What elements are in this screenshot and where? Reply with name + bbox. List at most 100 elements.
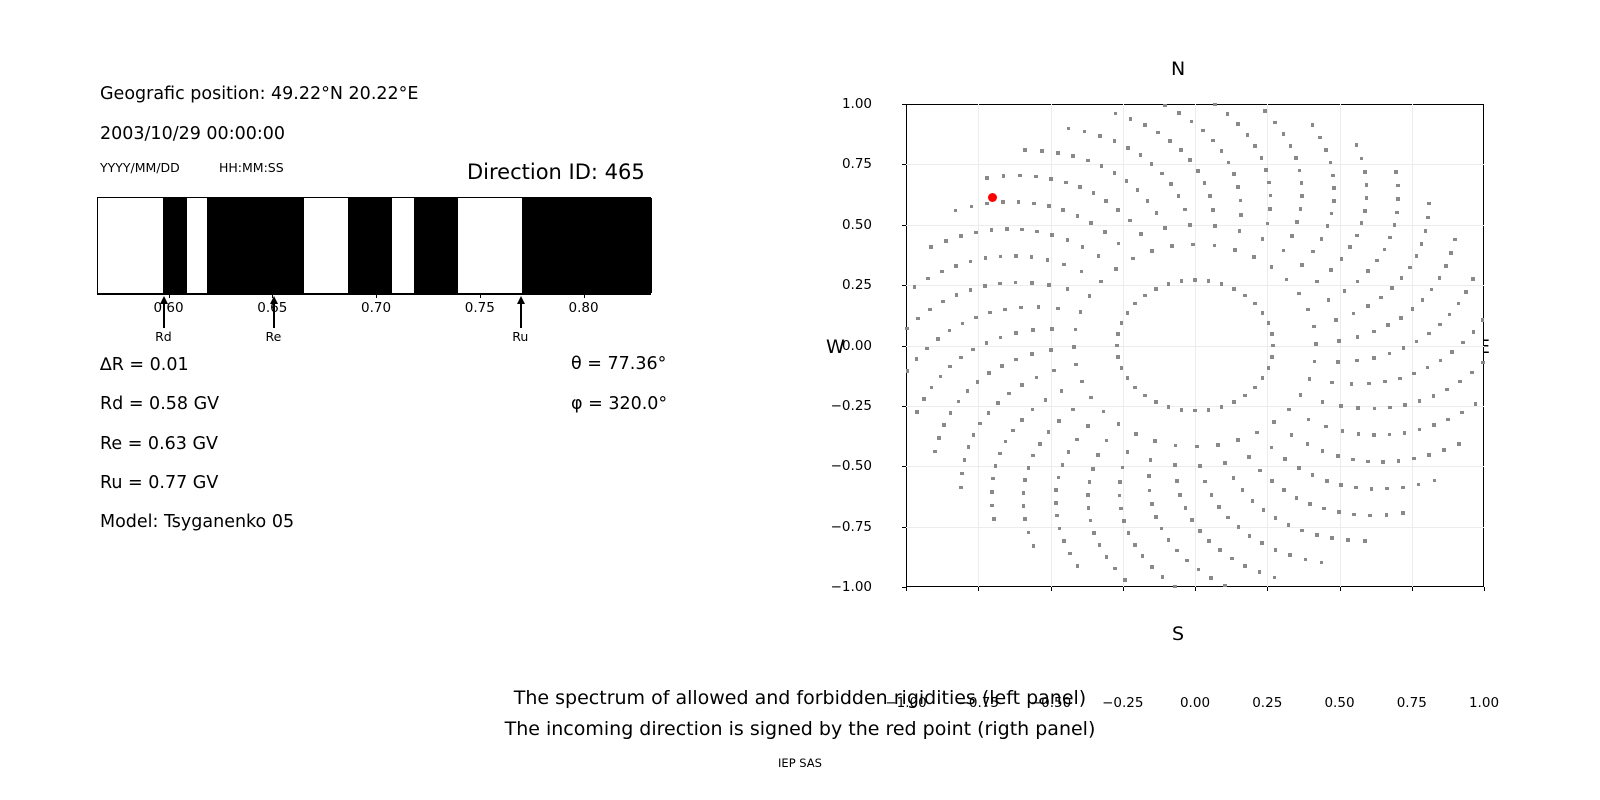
direction-dot (1359, 156, 1364, 161)
direction-dot (1032, 201, 1036, 206)
direction-dot (1305, 442, 1310, 446)
direction-dot (1190, 518, 1194, 522)
direction-dot (1386, 323, 1390, 328)
y-axis-tick-label: −0.50 (830, 458, 872, 475)
direction-dot (1452, 237, 1457, 242)
direction-dot (1000, 363, 1004, 368)
direction-dot (1263, 109, 1267, 113)
direction-dot (1050, 233, 1055, 237)
y-axis-tick (902, 285, 906, 287)
direction-dot (1236, 185, 1241, 189)
direction-dot (1194, 444, 1199, 449)
direction-dot (1082, 129, 1087, 134)
direction-dot (1207, 539, 1212, 543)
x-axis-tick-label: −0.50 (1029, 695, 1072, 711)
direction-dot (1133, 301, 1138, 306)
direction-dot (904, 326, 909, 331)
direction-dot (1295, 220, 1300, 224)
direction-dot (1293, 156, 1298, 160)
direction-dot (1113, 111, 1118, 116)
direction-dot (1115, 343, 1119, 348)
direction-dot (1212, 243, 1217, 248)
direction-dot (1047, 283, 1051, 287)
direction-dot (1258, 468, 1263, 473)
direction-dot (1320, 400, 1325, 404)
direction-dot (998, 281, 1002, 286)
direction-dot (959, 234, 963, 238)
marker-label: Ru (512, 329, 529, 344)
direction-dot (1339, 482, 1344, 487)
direction-dot (1324, 478, 1329, 483)
direction-dot (975, 379, 980, 384)
y-axis-tick (902, 466, 906, 468)
direction-dot (1314, 533, 1319, 537)
direction-dot (1098, 134, 1102, 138)
direction-dot (1206, 407, 1211, 412)
x-axis-tick (1050, 587, 1052, 591)
direction-dot (1225, 112, 1230, 116)
direction-dot (1236, 525, 1241, 530)
direction-dot (1460, 410, 1464, 415)
direction-dot (1125, 311, 1130, 315)
direction-dot (1429, 287, 1434, 292)
direction-dot (1086, 493, 1090, 497)
direction-dot (935, 337, 940, 341)
direction-dot (1140, 554, 1145, 558)
datetime-label: 2003/10/29 00:00:00 (100, 124, 286, 144)
caption-line-2: The incoming direction is signed by the … (504, 718, 1096, 740)
direction-dot (996, 400, 1000, 405)
direction-dot (1179, 407, 1184, 412)
direction-dot (1332, 186, 1337, 190)
direction-dot (985, 175, 989, 180)
direction-dot (1103, 230, 1107, 234)
direction-dot (1396, 459, 1401, 463)
rigidity-tick (479, 294, 481, 298)
direction-dot (1395, 183, 1400, 188)
y-axis-tick-label: −1.00 (830, 579, 872, 595)
direction-dot (1232, 172, 1237, 177)
direction-dot (986, 410, 991, 415)
direction-dot (984, 341, 989, 345)
direction-dot (1119, 366, 1124, 370)
direction-dot (1266, 321, 1271, 325)
direction-dot (1029, 255, 1034, 260)
direction-dot (1080, 245, 1085, 249)
direction-dot (992, 517, 997, 521)
direction-dot (1187, 223, 1192, 227)
direction-dot (1239, 213, 1243, 217)
forbidden-band (163, 198, 188, 293)
direction-dot (1045, 258, 1050, 262)
direction-dot (1153, 514, 1158, 519)
direction-dot (1128, 117, 1133, 121)
direction-dot (1122, 519, 1126, 523)
direction-dot (937, 435, 941, 440)
direction-dot (1243, 563, 1247, 568)
direction-dot (1322, 506, 1327, 511)
direction-dot (1298, 393, 1303, 397)
direction-dot (1320, 449, 1325, 453)
direction-dot (1023, 478, 1027, 482)
direction-dot (993, 464, 998, 468)
direction-dot (1264, 168, 1268, 172)
direction-dot (1104, 555, 1109, 559)
gridline-horizontal (906, 466, 1484, 468)
direction-dot (959, 485, 963, 490)
direction-dot (1366, 269, 1371, 274)
x-axis-tick (978, 587, 980, 591)
direction-dot (1026, 530, 1031, 535)
direction-dot (1226, 160, 1231, 165)
direction-dot (1255, 430, 1259, 435)
direction-dot (1160, 171, 1164, 176)
direction-dot (1325, 224, 1330, 228)
x-axis-tick-label: 0.00 (1179, 695, 1211, 711)
direction-dot (1196, 169, 1200, 173)
direction-dot (1120, 465, 1125, 470)
direction-dot (1202, 181, 1207, 185)
direction-dot (1303, 557, 1308, 562)
direction-dot (1118, 506, 1123, 511)
direction-dot (1348, 245, 1352, 250)
x-axis-tick-label: 0.50 (1324, 695, 1355, 711)
direction-dot (1104, 438, 1109, 443)
direction-dot (1398, 376, 1402, 381)
direction-dot (989, 228, 994, 232)
